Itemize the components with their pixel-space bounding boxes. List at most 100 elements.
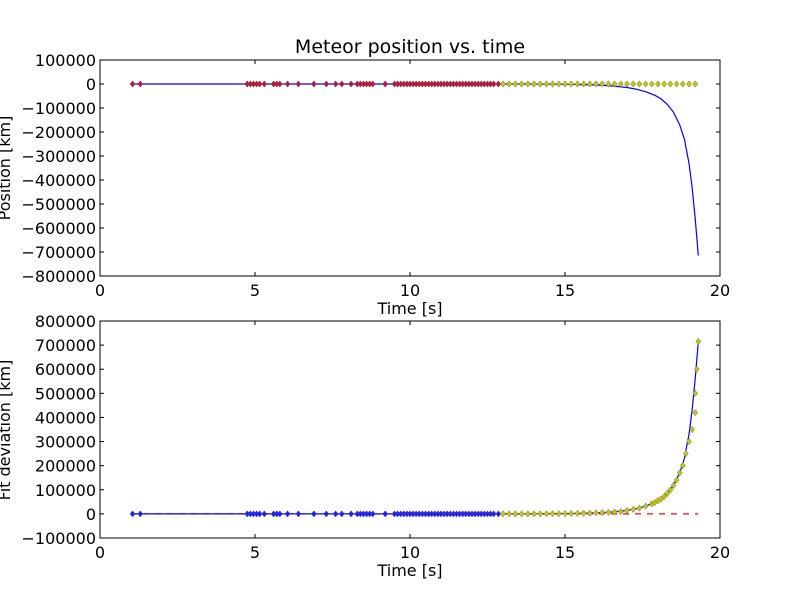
top-plot-title: Meteor position vs. time	[295, 36, 525, 58]
bottom-plot-ticks: 0 5 10 15 20 800000 700000 600000 500000 400000 30…	[22, 312, 731, 562]
bottom-plot-ylabel: Fit deviation [km]	[0, 360, 14, 501]
top-plot-data-point	[568, 80, 575, 88]
top-plot-data-point	[630, 80, 637, 88]
top-plot-data-point	[636, 80, 643, 88]
bottom-plot-data-point	[506, 510, 513, 518]
bottom-plot-data-point	[617, 508, 624, 516]
top-plot-data-point	[323, 80, 330, 88]
top-plot-ytick-label: −500000	[22, 195, 96, 214]
top-plot-series-line	[131, 83, 699, 256]
top-plot-ytick-label: 100000	[35, 51, 96, 70]
top-plot-ytick-label: −600000	[22, 219, 96, 238]
top-plot-xtick-label: 0	[95, 281, 105, 300]
top-plot-data-point	[580, 80, 587, 88]
top-plot-xtick-label: 10	[400, 281, 420, 300]
bottom-plot-data-point	[562, 510, 568, 518]
bottom-plot-data-point	[295, 510, 302, 518]
top-plot-data-point	[518, 80, 525, 88]
bottom-plot-frame	[99, 320, 721, 539]
bottom-plot-data-point	[500, 510, 506, 518]
bottom-plot-data-point	[549, 510, 556, 518]
bottom-plot-ytick-label: 100000	[35, 481, 96, 500]
top-plot-data-point	[256, 80, 263, 88]
top-plot-xlabel: Time [s]	[376, 299, 442, 318]
bottom-plot-ytick-label: −100000	[22, 529, 96, 548]
bottom-plot-data-point	[543, 510, 550, 518]
top-plot-data-point	[531, 80, 537, 88]
top-plot-data-point	[506, 80, 513, 88]
bottom-plot-series	[129, 337, 702, 518]
top-plot-ytick-label: −200000	[22, 123, 96, 142]
top-plot-ticks: 0 5 10 15 20 100000 0 −100000 −200000 −300000 −400…	[22, 51, 731, 300]
top-plot-ytick-label: −700000	[22, 243, 96, 262]
bottom-plot-data-point	[555, 510, 562, 518]
top-plot-ytick-label: −300000	[22, 147, 96, 166]
bottom-plot-data-point	[683, 450, 689, 458]
bottom-plot-data-point	[323, 510, 330, 518]
bottom-plot-data-point	[568, 509, 575, 517]
top-plot-ytick-label: −400000	[22, 171, 96, 190]
bottom-plot-data-point	[369, 510, 376, 518]
top-plot-ytick-label: −100000	[22, 99, 96, 118]
top-plot-data-point	[382, 80, 389, 88]
bottom-plot: 0 5 10 15 20 800000 700000 600000 500000 400000 30…	[0, 312, 730, 580]
top-plot-data-point	[512, 80, 519, 88]
bottom-plot-data-point	[580, 509, 587, 517]
bottom-plot-data-point	[495, 510, 502, 518]
bottom-plot-data-point	[695, 337, 702, 346]
top-plot-xtick-label: 15	[555, 281, 575, 300]
top-plot-data-point	[655, 80, 661, 88]
bottom-plot-data-point	[693, 365, 700, 373]
bottom-plot-data-point	[611, 508, 618, 516]
bottom-plot-ytick-label: 300000	[35, 433, 96, 452]
top-plot-data-point	[673, 80, 680, 88]
top-plot-data-point	[692, 80, 699, 88]
top-plot-data-point	[661, 80, 668, 88]
bottom-plot-ytick-label: 700000	[35, 336, 96, 355]
bottom-plot-data-point	[692, 389, 699, 397]
top-plot-data-point	[617, 80, 624, 88]
top-plot-data-point	[611, 80, 618, 88]
top-plot-data-point	[562, 80, 568, 88]
bottom-plot-data-point	[129, 510, 136, 518]
bottom-plot-data-point	[664, 489, 671, 497]
bottom-plot-data-point	[605, 508, 612, 516]
bottom-plot-data-point	[586, 509, 593, 517]
bottom-plot-ytick-label: 200000	[35, 457, 96, 476]
bottom-plot-data-point	[348, 510, 354, 518]
bottom-plot-data-point	[261, 510, 268, 518]
bottom-plot-data-point	[137, 510, 144, 518]
top-plot-data-point	[537, 80, 544, 88]
bottom-plot-series-line	[131, 341, 699, 515]
bottom-plot-data-point	[524, 510, 531, 518]
top-plot-data-point	[332, 80, 339, 88]
bottom-plot-data-point	[679, 462, 686, 470]
top-plot-data-point	[599, 80, 606, 88]
bottom-plot-data-point	[382, 510, 389, 518]
bottom-plot-xlabel: Time [s]	[376, 561, 442, 580]
top-plot: Meteor position vs. time 0 5 10 15 201000000…	[0, 36, 730, 318]
bottom-plot-data-point	[311, 510, 317, 518]
bottom-plot-data-point	[490, 510, 497, 518]
bottom-plot-data-point	[630, 505, 637, 513]
top-plot-xtick-label: 5	[250, 281, 260, 300]
top-plot-data-point	[679, 80, 686, 88]
top-plot-series	[129, 80, 699, 256]
bottom-plot-data-point	[574, 509, 581, 517]
top-plot-data-point	[284, 80, 291, 88]
bottom-plot-data-point	[670, 481, 677, 489]
top-plot-data-point	[586, 80, 593, 88]
top-plot-data-point	[137, 80, 144, 88]
top-plot-data-point	[338, 80, 345, 88]
bottom-plot-data-point	[686, 438, 692, 446]
bottom-plot-xtick-label: 5	[250, 543, 260, 562]
bottom-plot-data-point	[284, 510, 291, 518]
bottom-plot-ytick-label: 400000	[35, 408, 96, 427]
bottom-plot-data-point	[692, 409, 699, 417]
bottom-plot-data-point	[673, 476, 680, 484]
top-plot-data-point	[348, 80, 354, 88]
top-plot-data-point	[276, 80, 283, 88]
bottom-plot-data-point	[537, 510, 544, 518]
bottom-plot-xtick-label: 0	[95, 543, 105, 562]
